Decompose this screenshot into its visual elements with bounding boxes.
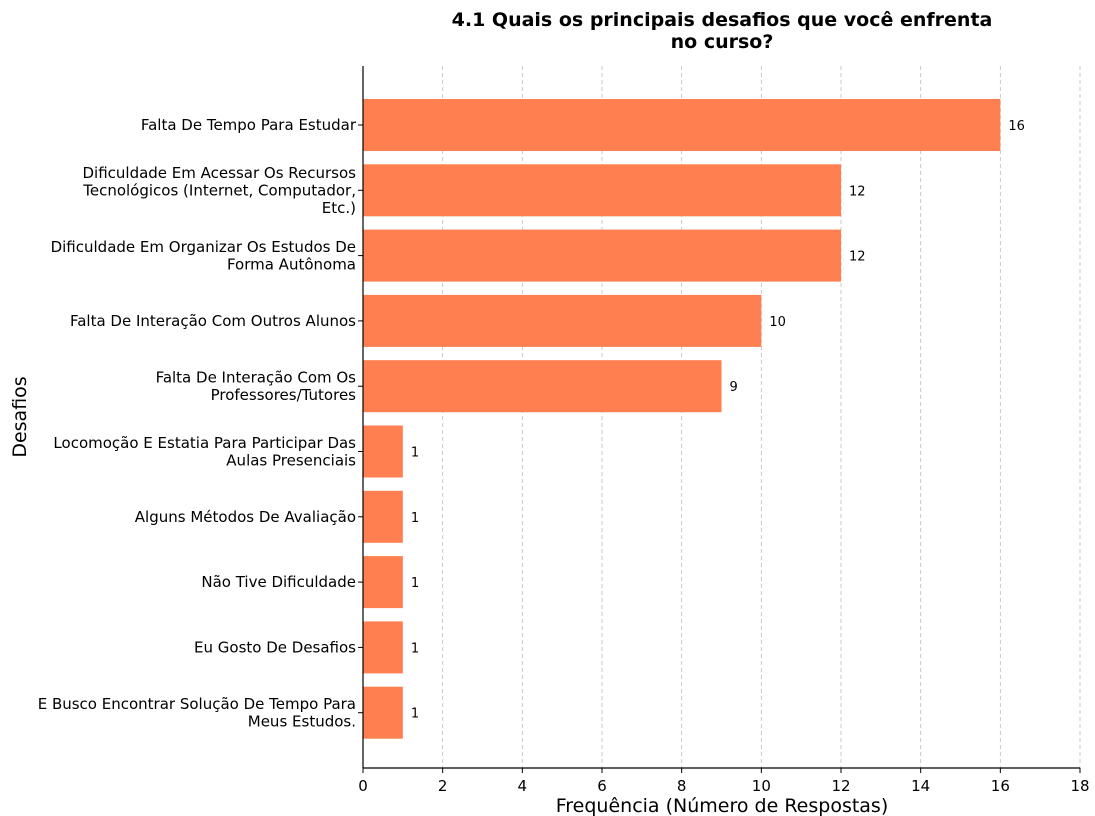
bar	[363, 294, 762, 347]
category-label: Não Tive Dificuldade	[201, 573, 356, 591]
category-label: Locomoção E Estatia Para Participar Das A…	[53, 434, 356, 470]
category-label: Dificuldade Em Organizar Os Estudos De Fo…	[51, 238, 356, 274]
bar	[363, 490, 403, 543]
chart-title: 4.1 Quais os principais desafios que voc…	[452, 9, 993, 53]
data-label: 1	[411, 576, 419, 591]
bar	[363, 621, 403, 674]
category-label: Dificuldade Em Acessar Os Recursos Tecnol…	[82, 164, 356, 217]
bar	[363, 686, 403, 739]
x-axis-label: Frequência (Número de Respostas)	[556, 795, 889, 816]
bar	[363, 99, 1001, 151]
x-tick-label: 14	[911, 777, 930, 795]
bar	[363, 425, 403, 478]
category-label: Alguns Métodos De Avaliação	[135, 508, 356, 526]
x-tick-label: 10	[752, 777, 771, 795]
x-tick-label: 4	[518, 777, 528, 795]
category-label: Falta De Interação Com Os Professores/Tut…	[156, 368, 357, 404]
x-tick-label: 12	[831, 777, 850, 795]
category-label: Falta De Tempo Para Estudar	[141, 116, 357, 134]
y-axis-label: Desafios	[9, 376, 31, 457]
category-label: Eu Gosto De Desafios	[194, 638, 356, 656]
data-label: 16	[1008, 119, 1025, 134]
bar	[363, 229, 841, 282]
data-label: 10	[769, 315, 786, 330]
data-label: 1	[411, 511, 419, 526]
x-tick-label: 0	[358, 777, 368, 795]
bar	[363, 360, 722, 413]
bar	[363, 164, 841, 217]
grid-lines	[442, 66, 1081, 768]
x-tick-label: 8	[677, 777, 687, 795]
x-tick-label: 6	[597, 777, 607, 795]
data-label: 12	[849, 250, 866, 265]
data-label: 1	[411, 707, 419, 722]
data-label: 1	[411, 641, 419, 656]
data-label: 1	[411, 446, 419, 461]
category-label: Falta De Interação Com Outros Alunos	[70, 312, 356, 330]
data-label: 12	[849, 184, 866, 199]
x-tick-label: 18	[1070, 777, 1089, 795]
category-label: E Busco Encontrar Solução De Tempo Para M…	[38, 695, 356, 731]
axes	[358, 66, 1081, 773]
data-label: 9	[730, 380, 738, 395]
bar	[363, 556, 403, 609]
x-tick-label: 16	[991, 777, 1010, 795]
x-tick-label: 2	[438, 777, 448, 795]
bars	[363, 99, 1001, 739]
